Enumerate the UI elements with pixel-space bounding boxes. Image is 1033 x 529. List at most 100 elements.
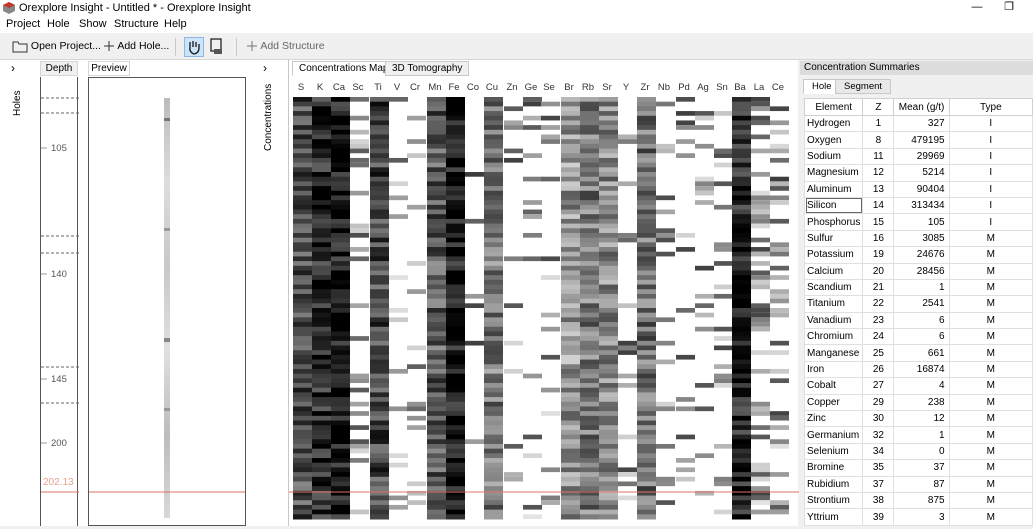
table-row[interactable]: Chromium 24 6 M <box>803 328 1033 346</box>
mean-cell[interactable]: 4 <box>893 377 950 395</box>
table-row[interactable]: Oxygen 8 479195 I <box>803 131 1033 149</box>
element-label[interactable]: Y <box>622 82 630 93</box>
z-cell[interactable]: 34 <box>862 442 895 461</box>
element-cell[interactable]: Scandium <box>803 278 864 297</box>
element-cell[interactable]: Bromine <box>803 459 864 477</box>
element-label[interactable]: S <box>297 82 305 93</box>
type-cell[interactable]: M <box>948 328 1033 346</box>
z-cell[interactable]: 1 <box>862 114 895 133</box>
z-cell[interactable]: 21 <box>862 278 895 297</box>
element-cell[interactable]: Potassium <box>803 246 864 264</box>
element-cell[interactable]: Magnesium <box>803 164 864 182</box>
mean-cell[interactable]: 313434 <box>893 196 950 215</box>
element-label[interactable]: K <box>316 82 324 93</box>
element-label[interactable]: Ba <box>734 82 746 93</box>
type-cell[interactable]: I <box>948 196 1033 215</box>
table-row[interactable]: Iron 26 16874 M <box>803 360 1033 379</box>
z-cell[interactable]: 11 <box>862 147 895 166</box>
open-project-button[interactable]: Open Project... <box>12 37 101 57</box>
mean-cell[interactable]: 1 <box>893 278 950 297</box>
type-cell[interactable]: M <box>948 426 1033 444</box>
z-cell[interactable]: 12 <box>862 164 895 182</box>
element-cell[interactable]: Chromium <box>803 328 864 346</box>
restore-icon[interactable]: ❐ <box>1004 1 1014 13</box>
type-cell[interactable]: I <box>948 180 1033 198</box>
type-cell[interactable]: M <box>948 360 1033 379</box>
type-cell[interactable]: M <box>948 295 1033 313</box>
element-cell[interactable]: Oxygen <box>803 131 864 149</box>
element-label[interactable]: La <box>753 82 765 93</box>
column-header-mean[interactable]: Mean (g/t) <box>893 98 950 116</box>
type-cell[interactable]: M <box>948 377 1033 395</box>
mean-cell[interactable]: 3085 <box>893 229 950 248</box>
table-row[interactable]: Manganese 25 661 M <box>803 344 1033 362</box>
type-cell[interactable]: M <box>948 442 1033 461</box>
element-cell[interactable]: Zinc <box>803 410 864 428</box>
element-cell[interactable]: Copper <box>803 393 864 412</box>
table-row[interactable]: Potassium 19 24676 M <box>803 246 1033 264</box>
mean-cell[interactable]: 875 <box>893 491 950 510</box>
mean-cell[interactable]: 6 <box>893 328 950 346</box>
type-cell[interactable]: M <box>948 508 1033 526</box>
z-cell[interactable]: 30 <box>862 410 895 428</box>
element-label[interactable]: Rb <box>581 82 595 93</box>
z-cell[interactable]: 8 <box>862 131 895 149</box>
element-cell[interactable]: Strontium <box>803 491 864 510</box>
table-row[interactable]: Zinc 30 12 M <box>803 410 1033 428</box>
holes-label[interactable]: Holes <box>12 90 23 116</box>
type-cell[interactable]: M <box>948 229 1033 248</box>
type-cell[interactable]: M <box>948 278 1033 297</box>
table-row[interactable]: Cobalt 27 4 M <box>803 377 1033 395</box>
tab-concentrations-map[interactable]: Concentrations Map <box>292 61 396 76</box>
z-cell[interactable]: 13 <box>862 180 895 198</box>
mean-cell[interactable]: 29969 <box>893 147 950 166</box>
element-label[interactable]: Ce <box>771 82 785 93</box>
element-label[interactable]: Sc <box>352 82 364 93</box>
z-cell[interactable]: 15 <box>862 213 895 231</box>
type-cell[interactable]: M <box>948 246 1033 264</box>
mean-cell[interactable]: 479195 <box>893 131 950 149</box>
element-label[interactable]: Sr <box>602 82 612 93</box>
table-row[interactable]: Hydrogen 1 327 I <box>803 114 1033 133</box>
element-label[interactable]: Zr <box>640 82 650 93</box>
column-header-z[interactable]: Z <box>862 98 895 116</box>
mean-cell[interactable]: 1 <box>893 426 950 444</box>
mean-cell[interactable]: 87 <box>893 475 950 493</box>
table-row[interactable]: Rubidium 37 87 M <box>803 475 1033 493</box>
mean-cell[interactable]: 5214 <box>893 164 950 182</box>
element-cell[interactable]: Vanadium <box>803 311 864 330</box>
element-label[interactable]: Fe <box>448 82 460 93</box>
type-cell[interactable]: M <box>948 344 1033 362</box>
element-label[interactable]: V <box>393 82 401 93</box>
table-row[interactable]: Selenium 34 0 M <box>803 442 1033 461</box>
type-cell[interactable]: I <box>948 213 1033 231</box>
element-label[interactable]: Co <box>466 82 480 93</box>
element-label[interactable]: Zn <box>506 82 518 93</box>
element-cell[interactable]: Rubidium <box>803 475 864 493</box>
element-label[interactable]: Ti <box>374 82 382 93</box>
element-label[interactable]: Ca <box>332 82 346 93</box>
mean-cell[interactable]: 6 <box>893 311 950 330</box>
type-cell[interactable]: I <box>948 131 1033 149</box>
element-cell[interactable]: Calcium <box>803 262 864 280</box>
element-cell[interactable]: Yttrium <box>803 508 864 526</box>
z-cell[interactable]: 37 <box>862 475 895 493</box>
expand-holes-icon[interactable]: › <box>11 61 15 75</box>
pan-tool-button[interactable] <box>184 37 204 57</box>
element-cell[interactable]: Sodium <box>803 147 864 166</box>
element-label[interactable]: Cr <box>409 82 421 93</box>
z-cell[interactable]: 16 <box>862 229 895 248</box>
concentrations-map[interactable] <box>288 60 799 526</box>
element-label[interactable]: Br <box>564 82 574 93</box>
mean-cell[interactable]: 16874 <box>893 360 950 379</box>
element-label[interactable]: Pd <box>678 82 690 93</box>
mean-cell[interactable]: 0 <box>893 442 950 461</box>
z-cell[interactable]: 32 <box>862 426 895 444</box>
table-row[interactable]: Vanadium 23 6 M <box>803 311 1033 330</box>
z-cell[interactable]: 14 <box>862 196 895 215</box>
mean-cell[interactable]: 90404 <box>893 180 950 198</box>
element-cell[interactable]: Hydrogen <box>803 114 864 133</box>
type-cell[interactable]: M <box>948 491 1033 510</box>
mean-cell[interactable]: 327 <box>893 114 950 133</box>
element-cell[interactable]: Aluminum <box>803 180 864 198</box>
